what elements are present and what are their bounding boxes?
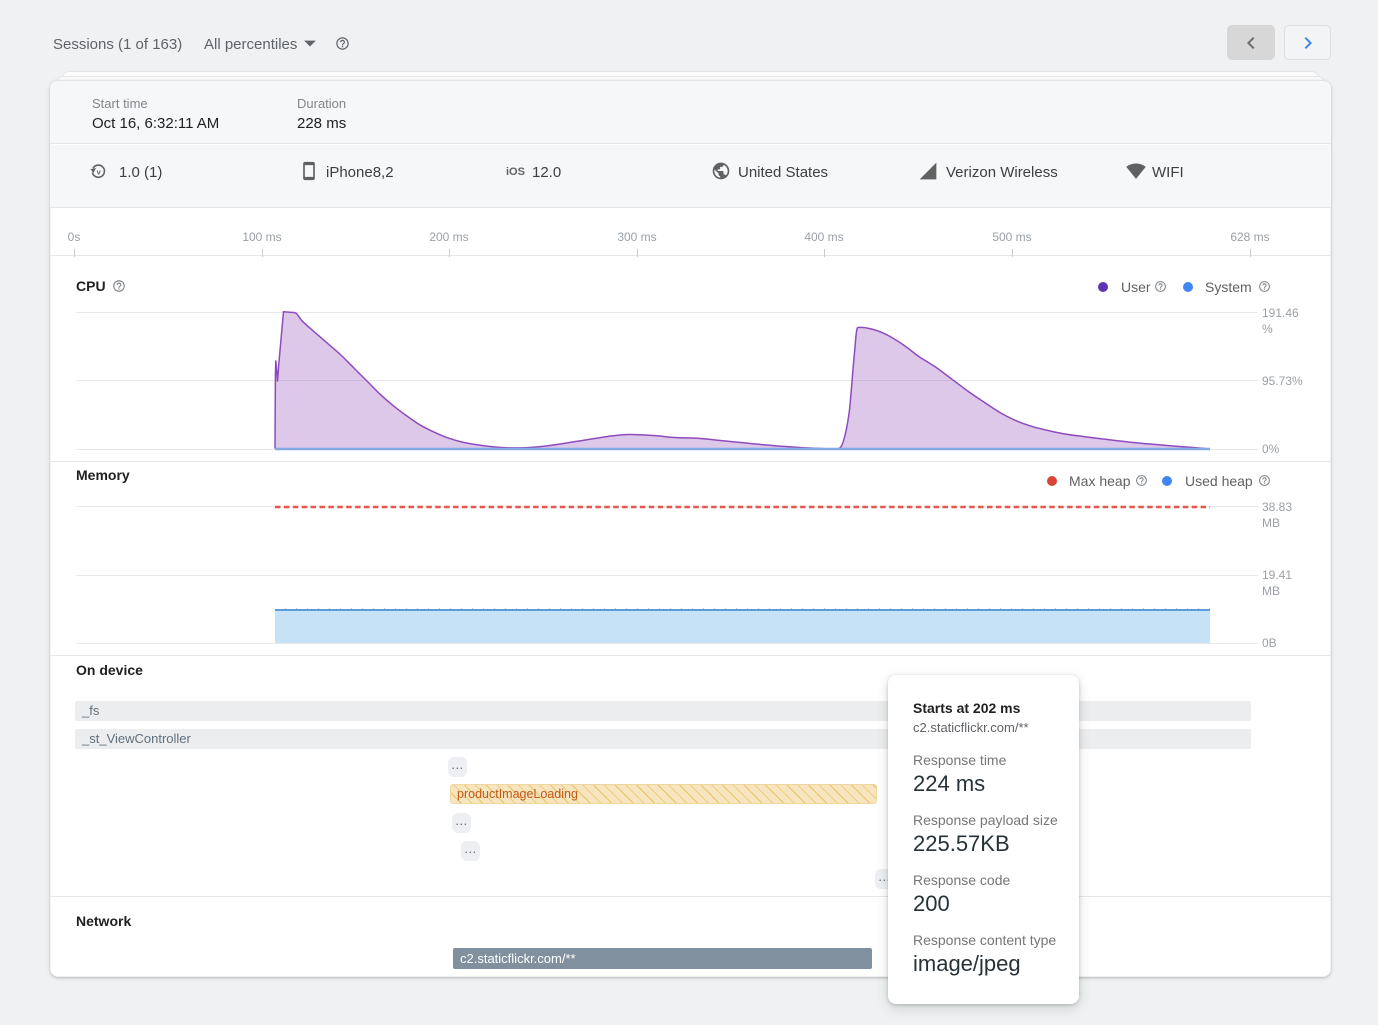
svg-text:v: v: [97, 167, 102, 176]
